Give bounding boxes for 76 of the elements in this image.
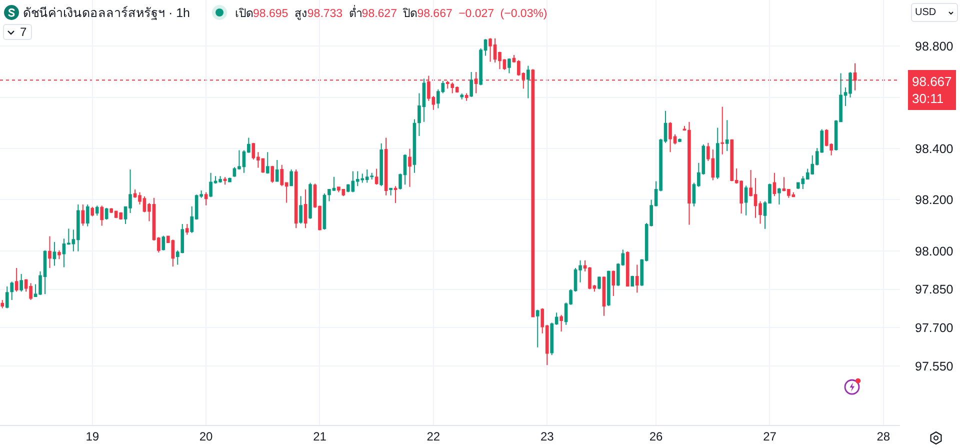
candlestick <box>772 172 776 197</box>
candlestick <box>380 142 383 187</box>
candlestick <box>81 204 85 226</box>
x-tick-label: 26 <box>649 429 664 444</box>
candlestick <box>95 205 99 216</box>
candlestick <box>374 168 378 186</box>
y-tick-label: 97.700 <box>915 321 954 336</box>
candlestick <box>602 276 606 316</box>
y-tick-label: 98.200 <box>915 193 954 208</box>
candlestick <box>20 273 23 292</box>
candlestick <box>0 300 4 309</box>
candlestick <box>275 160 279 182</box>
candlestick <box>322 193 326 230</box>
candlestick <box>508 58 511 74</box>
x-tick-label: 27 <box>763 429 777 444</box>
candlestick <box>470 71 473 98</box>
candlestick <box>678 138 682 143</box>
candlestick <box>464 92 468 102</box>
annotation: 7 <box>20 25 27 39</box>
x-tick-label: 20 <box>199 429 214 444</box>
candlestick <box>270 165 274 184</box>
x-tick-label: 21 <box>313 429 327 444</box>
candlestick <box>308 182 312 220</box>
candlestick <box>626 250 630 287</box>
candlestick <box>612 270 616 296</box>
candlestick <box>100 205 104 226</box>
candlestick <box>536 309 540 348</box>
ref-line-label: 98.667 30:11 <box>912 74 952 106</box>
candlestick <box>10 281 14 301</box>
x-tick-label: 23 <box>540 429 554 444</box>
candlestick <box>384 137 388 196</box>
candlestick <box>630 275 634 287</box>
candlestick <box>223 176 227 186</box>
candlestick <box>299 196 302 224</box>
x-tick-label: 19 <box>86 429 100 444</box>
candlestick <box>394 186 398 204</box>
candlestick <box>228 177 232 183</box>
candlestick <box>412 118 416 174</box>
candlestick <box>389 187 392 196</box>
candlestick <box>716 127 720 180</box>
candlestick <box>86 204 90 227</box>
toggle-button: 7 <box>3 24 32 40</box>
candlestick <box>526 65 530 99</box>
y-tick-label: 98.400 <box>915 142 954 156</box>
candlestick <box>290 168 293 187</box>
candlestick <box>607 270 610 306</box>
candlestick <box>266 152 270 174</box>
candlestick <box>635 264 639 294</box>
candlestick <box>185 224 189 236</box>
candlestick <box>460 92 464 100</box>
text: เปิด98.695 สูง98.733 ต่ำ98.627 ปิด98.667 −0.027 (−0.03%) <box>235 8 548 20</box>
candlestick <box>162 235 166 251</box>
y-tick-label: 97.850 <box>915 282 954 297</box>
currency-selector: USD <box>911 3 958 22</box>
candlestick <box>408 148 412 188</box>
candlestick <box>294 168 298 229</box>
candlestick <box>52 241 56 266</box>
candlestick <box>204 192 208 206</box>
y-tick-label: 97.550 <box>915 359 954 374</box>
x-tick-label: 28 <box>876 429 890 444</box>
candlestick <box>58 250 61 260</box>
candlestick <box>720 106 724 155</box>
candlestick <box>90 206 94 217</box>
y-tick-label: 98.800 <box>915 39 954 54</box>
candlestick <box>598 276 601 290</box>
candlestick <box>14 268 18 292</box>
candlestick <box>744 185 748 216</box>
candlestick <box>304 188 308 229</box>
candlestick <box>725 120 729 152</box>
y-tick-label: 98.000 <box>915 244 954 258</box>
candlestick <box>48 236 52 269</box>
text: ดัชนีค่าเงินดอลลาร์สหรัฐฯ · 1h <box>23 4 190 22</box>
candlestick <box>560 314 563 332</box>
candlestick <box>5 286 9 309</box>
candlestick <box>778 187 781 206</box>
x-tick-label: 22 <box>426 429 440 444</box>
